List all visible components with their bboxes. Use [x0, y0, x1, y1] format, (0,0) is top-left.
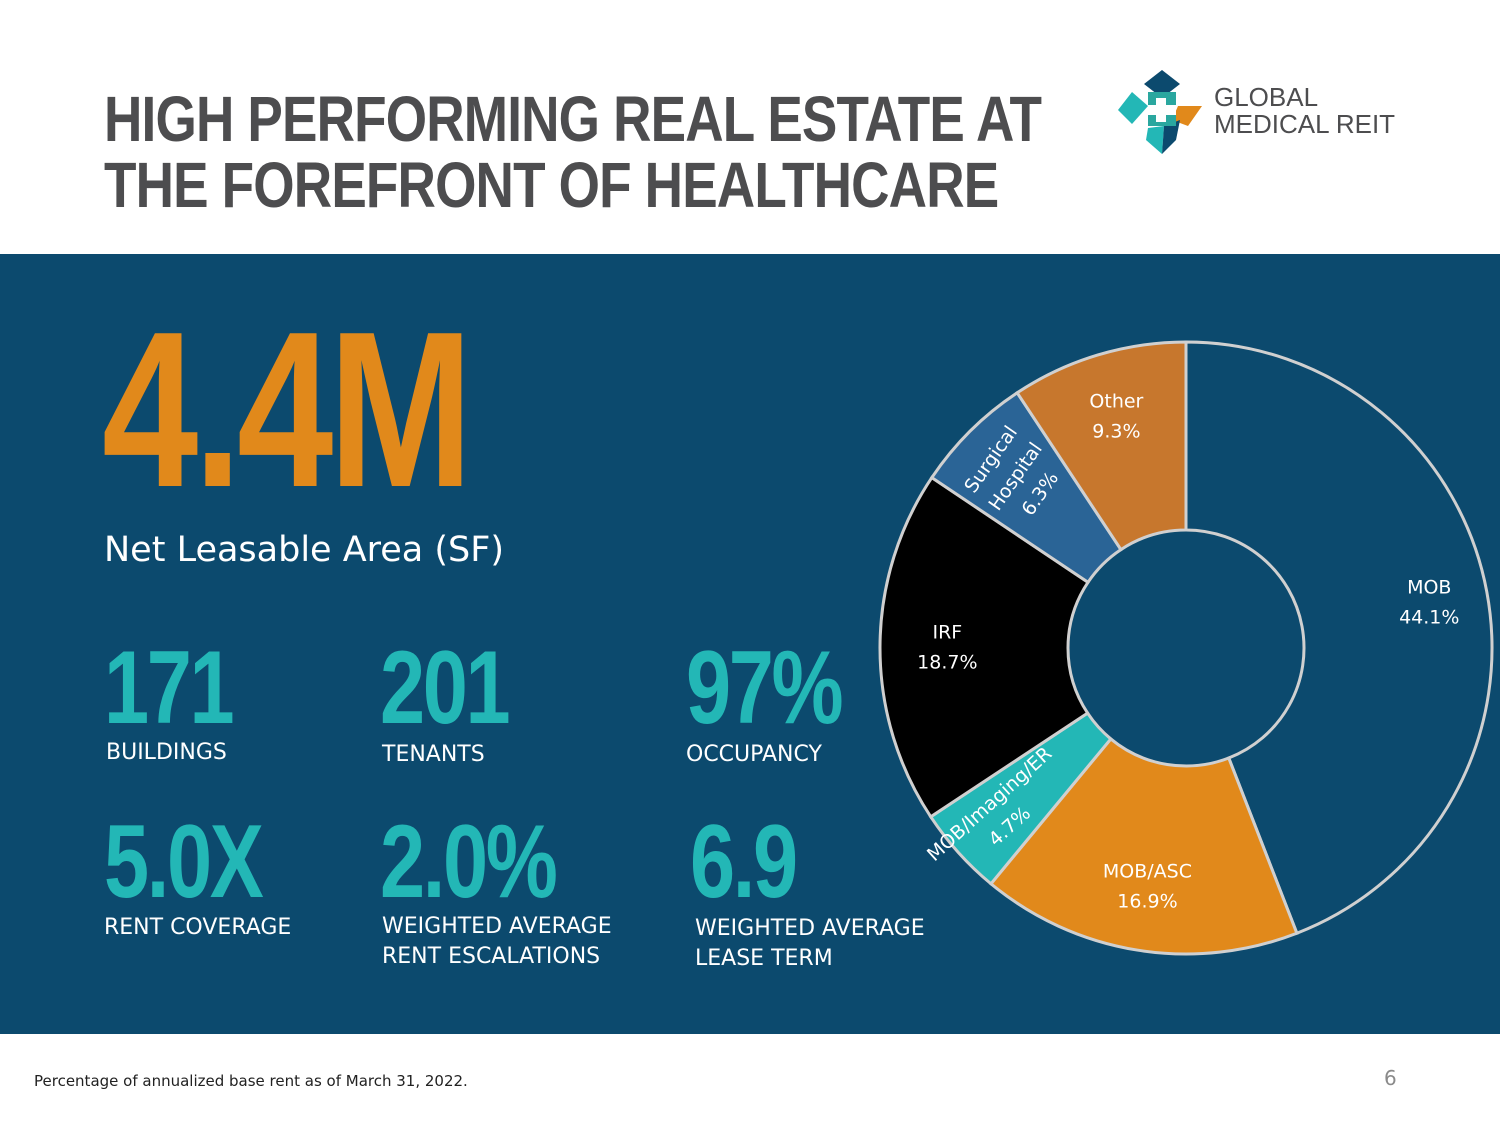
- donut-slice-labels: MOB 44.1%MOB/ASC 16.9%MOB/Imaging/ER4.7%IR…: [917, 391, 1459, 913]
- stat-rent-escalations-label-line-1: WEIGHTED AVERAGE: [382, 914, 612, 939]
- donut-slice-mob: [1184, 340, 1494, 936]
- title-line-1: HIGH PERFORMING REAL ESTATE AT: [104, 83, 1042, 155]
- stat-tenants-label: TENANTS: [382, 742, 485, 767]
- logo-wordmark: GLOBAL MEDICAL REIT: [1214, 84, 1395, 138]
- donut-label-mob-asc: MOB/ASC 16.9%: [1103, 861, 1192, 913]
- stat-rent-escalations-label: WEIGHTED AVERAGE RENT ESCALATIONS: [382, 912, 612, 972]
- hero-label: Net Leasable Area (SF): [104, 530, 505, 570]
- footnote: Percentage of annualized base rent as of…: [34, 1072, 468, 1090]
- donut-slice-irf: [878, 475, 1091, 819]
- page-number: 6: [1384, 1066, 1397, 1090]
- donut-label-other: Other 9.3%: [1089, 391, 1143, 443]
- donut-slice-other: [1015, 340, 1188, 552]
- stat-rent-escalations-label-line-2: RENT ESCALATIONS: [382, 944, 601, 969]
- donut-label-mob: MOB 44.1%: [1399, 576, 1459, 628]
- stat-lease-term-value: 6.9: [690, 804, 798, 920]
- stat-buildings-label: BUILDINGS: [106, 740, 227, 765]
- global-medical-reit-logo: GLOBAL MEDICAL REIT: [1118, 70, 1408, 154]
- donut-label-irf: IRF 18.7%: [917, 621, 977, 673]
- stat-occupancy-value: 97%: [686, 630, 844, 746]
- page-title: HIGH PERFORMING REAL ESTATE AT THE FOREF…: [104, 83, 1042, 221]
- stat-buildings-value: 171: [104, 630, 235, 746]
- hero-value: 4.4M: [102, 286, 473, 534]
- title-line-2: THE FOREFRONT OF HEALTHCARE: [104, 149, 999, 221]
- stat-tenants-value: 201: [380, 630, 511, 746]
- stat-lease-term-label-line-1: WEIGHTED AVERAGE: [695, 916, 925, 941]
- donut-slices: [878, 340, 1494, 956]
- medical-cross-logo-icon: [1118, 70, 1202, 154]
- stat-lease-term-label: WEIGHTED AVERAGE LEASE TERM: [695, 914, 925, 974]
- rent-mix-donut-chart: MOB 44.1%MOB/ASC 16.9%MOB/Imaging/ER4.7%IR…: [878, 340, 1494, 956]
- stat-rent-coverage-value: 5.0X: [104, 804, 264, 920]
- logo-line-2: MEDICAL REIT: [1214, 109, 1396, 139]
- stat-lease-term-label-line-2: LEASE TERM: [695, 946, 833, 971]
- stat-rent-coverage-label: RENT COVERAGE: [104, 915, 292, 940]
- logo-line-1: GLOBAL: [1214, 82, 1319, 112]
- stat-occupancy-label: OCCUPANCY: [686, 742, 822, 767]
- stat-rent-escalations-value: 2.0%: [380, 804, 558, 920]
